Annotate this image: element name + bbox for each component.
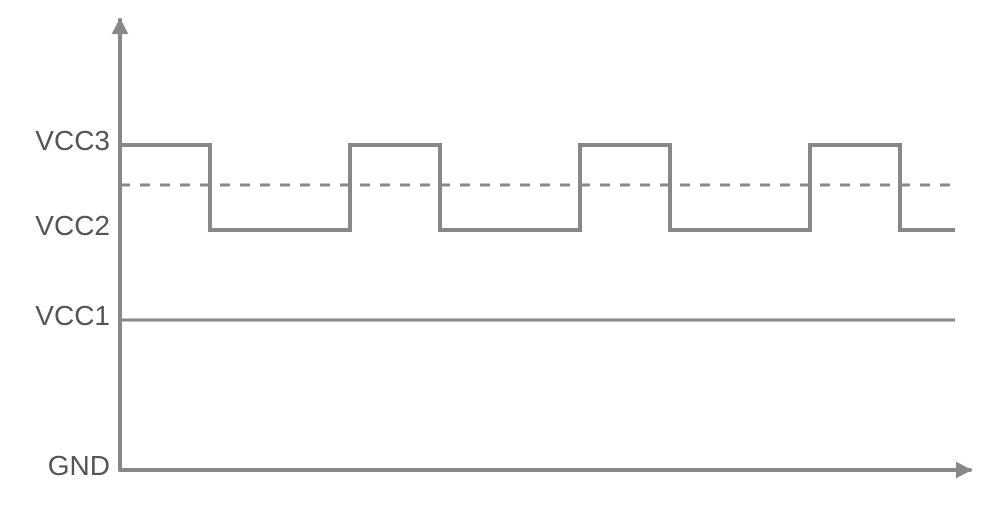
label-gnd: GND bbox=[48, 450, 110, 482]
diagram-svg bbox=[0, 0, 1000, 512]
label-vcc1: VCC1 bbox=[35, 300, 110, 332]
label-vcc3: VCC3 bbox=[35, 125, 110, 157]
timing-diagram: VCC3 VCC2 VCC1 GND bbox=[0, 0, 1000, 512]
label-vcc2: VCC2 bbox=[35, 210, 110, 242]
